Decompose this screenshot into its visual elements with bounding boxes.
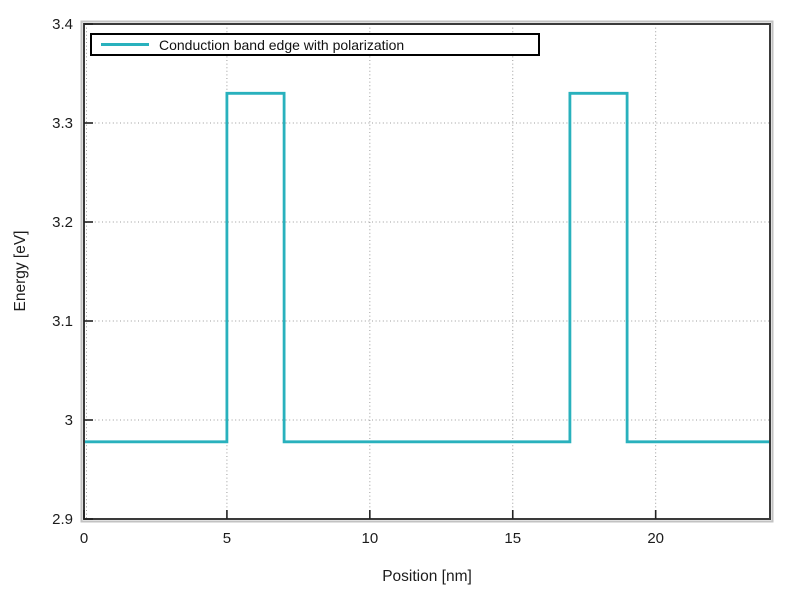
legend-line-sample — [101, 43, 149, 46]
x-tick-label: 5 — [223, 530, 231, 547]
x-tick-label: 15 — [504, 530, 521, 547]
x-axis-title: Position [nm] — [382, 568, 472, 585]
y-tick-label: 3.3 — [52, 115, 73, 132]
x-tick-label: 0 — [80, 530, 88, 547]
x-tick-label: 20 — [647, 530, 664, 547]
y-axis-title: Energy [eV] — [12, 230, 29, 312]
x-tick-label: 10 — [361, 530, 378, 547]
legend-label: Conduction band edge with polarization — [159, 36, 405, 53]
y-tick-label: 2.9 — [52, 511, 73, 528]
y-tick-label: 3 — [65, 412, 73, 429]
y-tick-label: 3.4 — [52, 16, 73, 33]
plot-border — [83, 23, 771, 520]
plot-border-outer — [80, 20, 774, 523]
y-tick-label: 3.1 — [52, 313, 73, 330]
legend: Conduction band edge with polarization — [90, 33, 540, 56]
y-tick-label: 3.2 — [52, 214, 73, 231]
series-line — [84, 91, 770, 444]
